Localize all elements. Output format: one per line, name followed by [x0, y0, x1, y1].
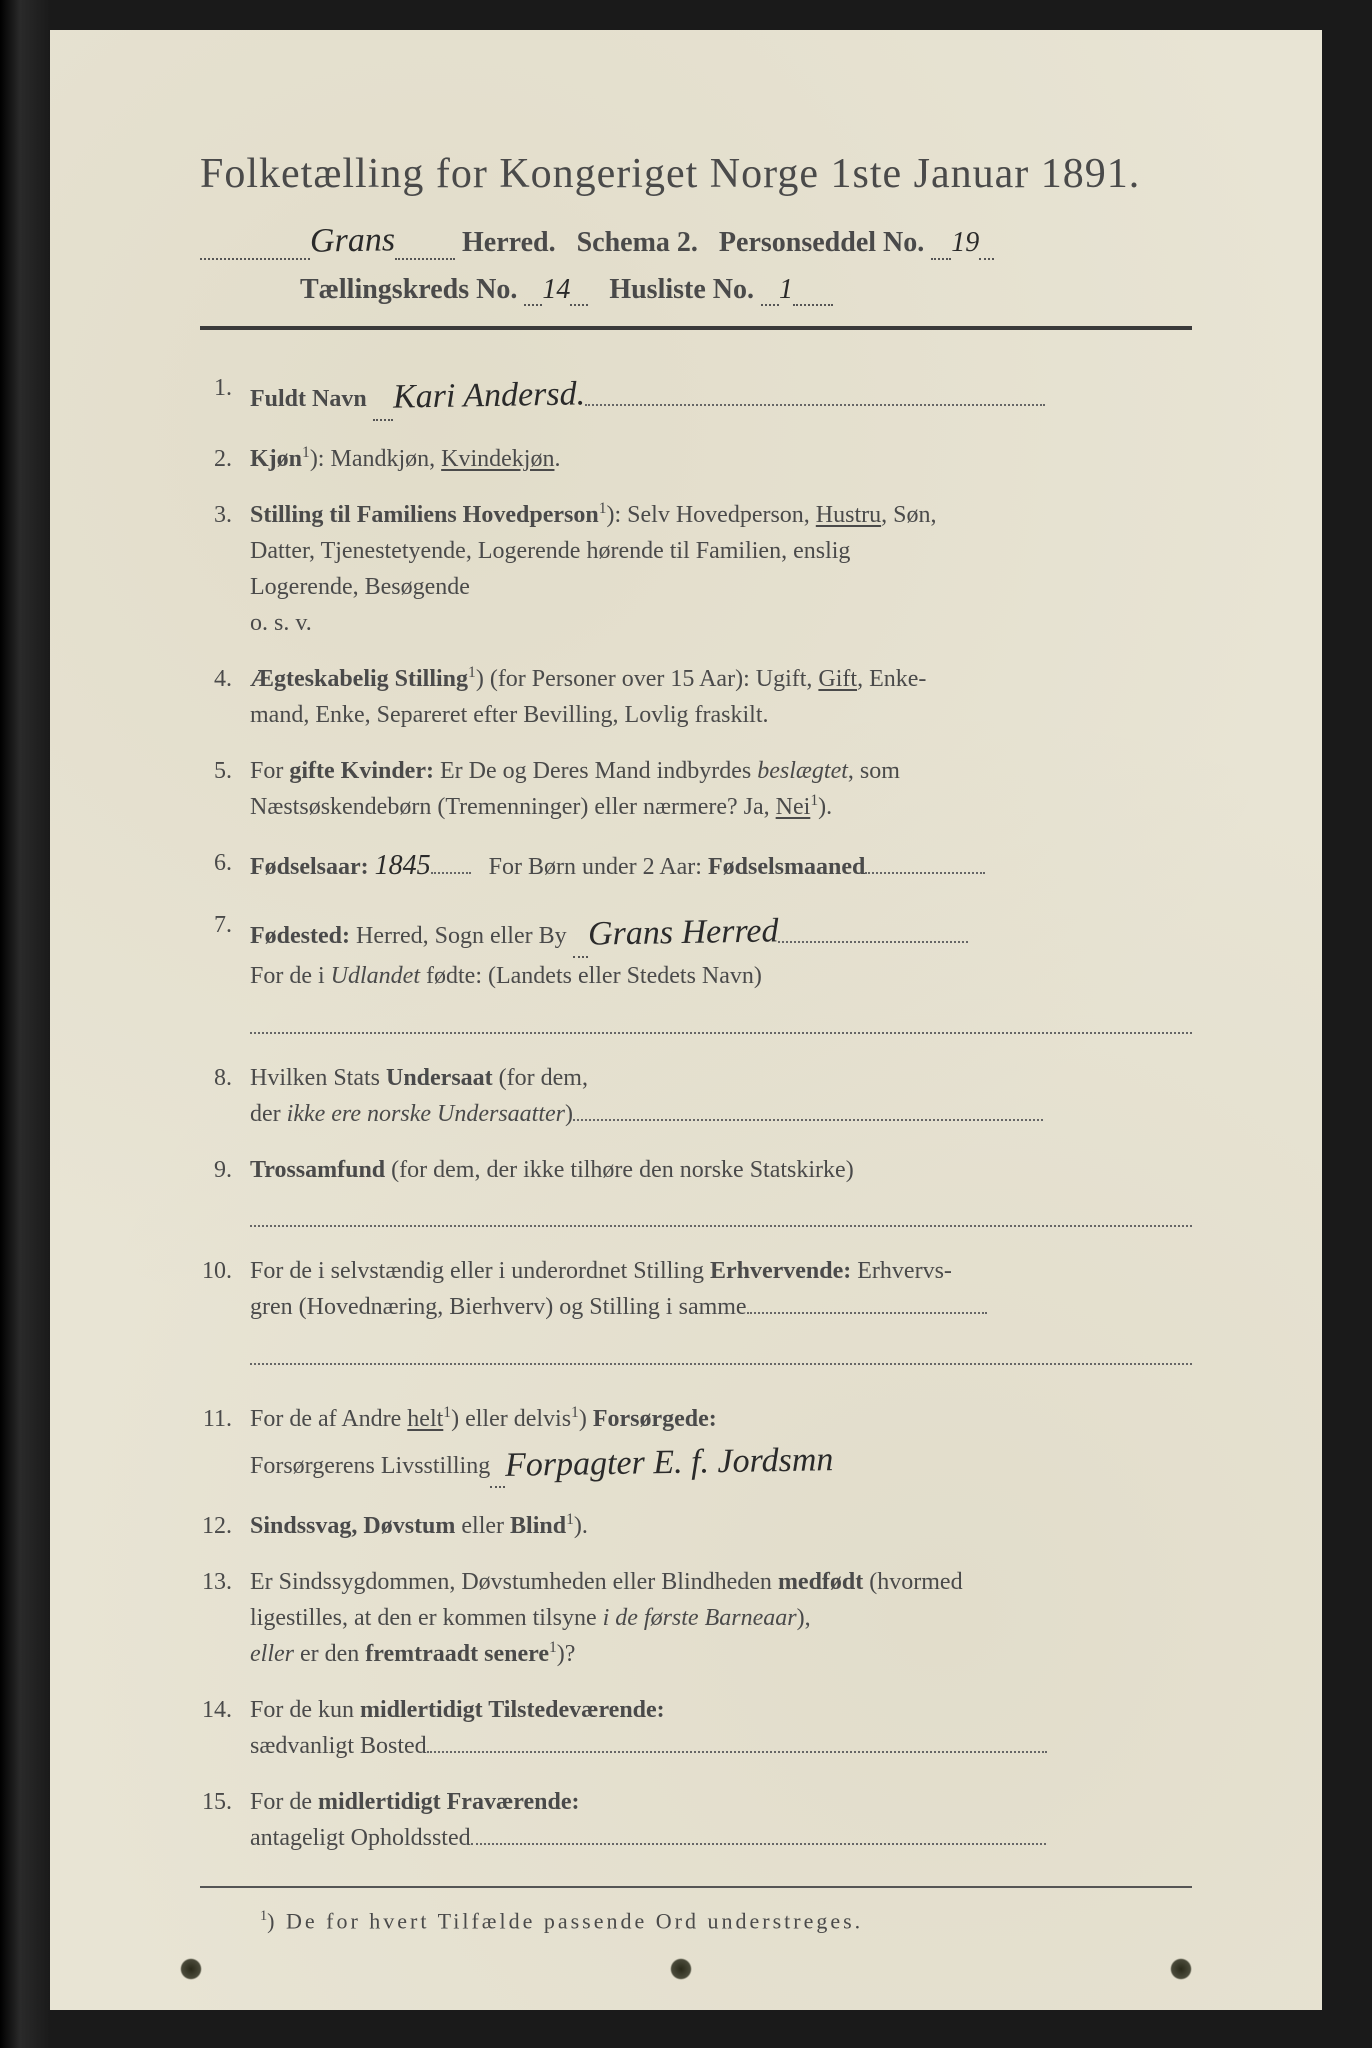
footnote: 1) De for hvert Tilfælde passende Ord un… [260, 1908, 1192, 1934]
husliste-no: 1 [779, 274, 793, 305]
entry-1: 1. Fuldt Navn Kari Andersd. [200, 370, 1192, 421]
scan-edge-left [0, 0, 50, 2048]
entry-14: 14. For de kun midlertidigt Tilstedevære… [200, 1692, 1192, 1764]
entry-8: 8. Hvilken Stats Undersaat (for dem, der… [200, 1060, 1192, 1132]
entry-5: 5. For gifte Kvinder: Er De og Deres Man… [200, 753, 1192, 825]
birthyear-handwritten: 1845 [375, 850, 431, 881]
entry-11: 11. For de af Andre helt1) eller delvis1… [200, 1401, 1192, 1488]
entry-9: 9. Trossamfund (for dem, der ikke tilhør… [200, 1152, 1192, 1234]
birthplace-handwritten: Grans Herred [587, 905, 778, 959]
marital-selected: Gift [818, 666, 857, 692]
entry-12: 12. Sindssvag, Døvstum eller Blind1). [200, 1508, 1192, 1544]
page-title: Folketælling for Kongeriget Norge 1ste J… [200, 150, 1192, 198]
census-form-page: Folketælling for Kongeriget Norge 1ste J… [50, 30, 1322, 2010]
husliste-label: Husliste No. [609, 274, 754, 305]
dotted-blank-row [250, 1331, 1192, 1365]
binding-hole [1170, 1958, 1192, 1980]
kreds-label: Tællingskreds No. [300, 274, 517, 305]
binding-hole [180, 1958, 202, 1980]
header-line-2: Tællingskreds No. 14 Husliste No. 1 [300, 274, 1192, 306]
sex-selected: Kvindekjøn [441, 446, 554, 472]
herred-label: Herred. [462, 227, 556, 258]
scan-edge-right [1322, 0, 1372, 2048]
entry-10: 10. For de i selvstændig eller i underor… [200, 1253, 1192, 1371]
personseddel-no: 19 [951, 227, 979, 258]
entry-3: 3. Stilling til Familiens Hovedperson1):… [200, 497, 1192, 641]
divider-thin [200, 1886, 1192, 1888]
related-selected: Nei [776, 794, 811, 820]
entry-15: 15. For de midlertidigt Fraværende: anta… [200, 1784, 1192, 1856]
entry-7: 7. Fødested: Herred, Sogn eller By Grans… [200, 907, 1192, 1040]
divider-thick [200, 326, 1192, 330]
provider-handwritten: Forpagter E. f. Jordsmn [505, 1434, 834, 1491]
entry-4: 4. Ægteskabelig Stilling1) (for Personer… [200, 661, 1192, 733]
entry-13: 13. Er Sindssygdommen, Døvstumheden elle… [200, 1564, 1192, 1672]
entry-2: 2. Kjøn1): Mandkjøn, Kvindekjøn. [200, 441, 1192, 477]
kreds-no: 14 [542, 274, 570, 305]
binding-hole [670, 1958, 692, 1980]
relation-selected: Hustru [816, 502, 881, 528]
personseddel-label: Personseddel No. [719, 227, 924, 258]
header-line-1: Grans Herred. Schema 2. Personseddel No.… [200, 222, 1192, 260]
name-handwritten: Kari Andersd. [392, 368, 585, 422]
dotted-blank-row [250, 1194, 1192, 1228]
schema-label: Schema 2. [577, 227, 698, 258]
entry-6: 6. Fødselsaar: 1845 For Børn under 2 Aar… [200, 845, 1192, 887]
dotted-blank-row [250, 1000, 1192, 1034]
herred-handwritten: Grans [310, 221, 396, 260]
